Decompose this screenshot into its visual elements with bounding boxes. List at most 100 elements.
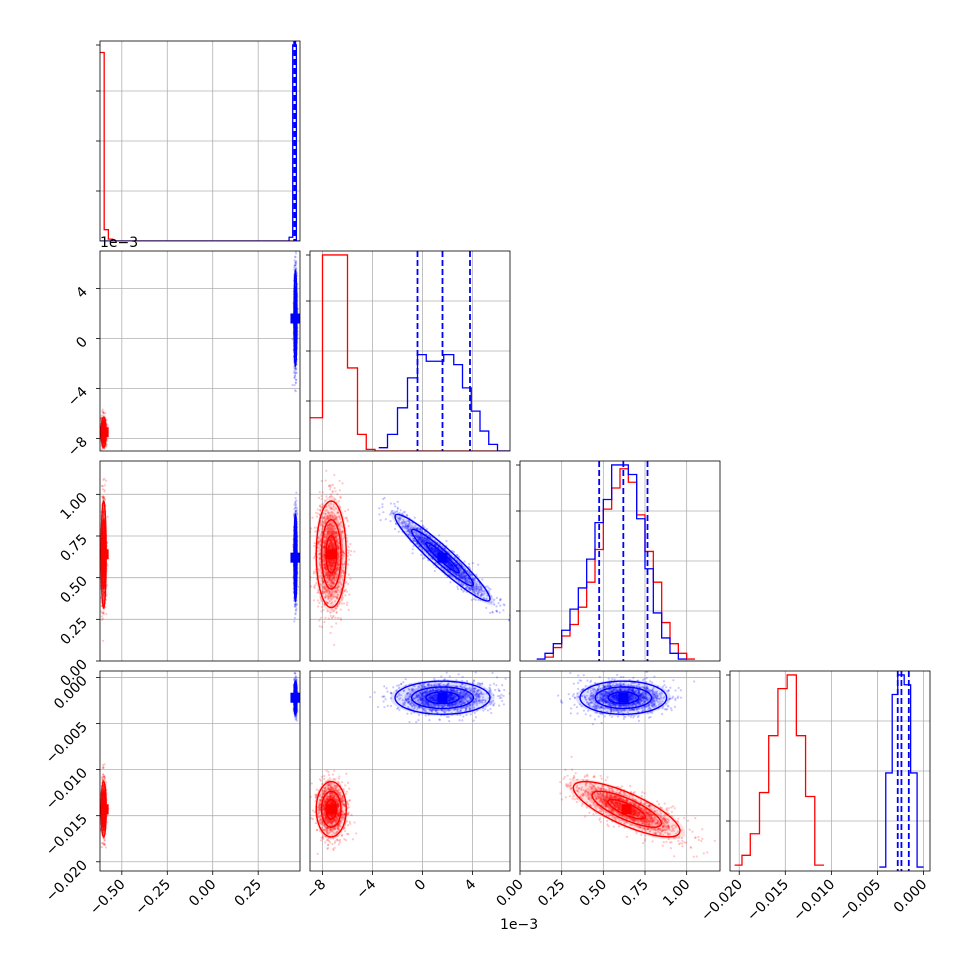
sample-point (381, 505, 384, 509)
sample-point (102, 412, 105, 415)
sample-point (326, 533, 330, 536)
sample-point (330, 564, 333, 567)
sample-point (100, 448, 103, 451)
sample-point (336, 605, 339, 608)
sample-point (294, 268, 297, 271)
sample-point (329, 522, 332, 526)
sample-point (295, 491, 298, 494)
sample-point (324, 572, 327, 576)
sample-point (332, 571, 336, 575)
sample-point (324, 588, 328, 591)
sample-point (329, 576, 332, 579)
sample-point (101, 408, 104, 411)
sample-point (328, 484, 331, 487)
sample-point (341, 598, 344, 601)
sample-point (331, 573, 334, 576)
sample-point (467, 565, 470, 568)
sample-point (294, 504, 297, 507)
sample-point (326, 602, 329, 605)
sample-point (329, 538, 332, 542)
sample-point (332, 529, 335, 533)
sample-point (333, 576, 336, 579)
sample-point (294, 501, 297, 505)
sample-point (324, 595, 327, 598)
sample-point (443, 547, 447, 550)
sample-point (341, 529, 344, 533)
sample-point (324, 512, 327, 515)
sample-point (318, 569, 321, 572)
sample-point (340, 599, 343, 602)
sample-point (338, 601, 341, 604)
sample-point (317, 496, 321, 500)
sample-point (330, 617, 334, 620)
sample-point (317, 540, 321, 543)
sample-point (329, 567, 332, 570)
scatter-panel-1-0 (100, 251, 300, 451)
sample-point (336, 538, 340, 541)
sample-point (320, 503, 323, 506)
sample-point (102, 592, 105, 595)
sample-point (325, 571, 328, 574)
sample-point (341, 530, 345, 533)
sample-point (470, 587, 473, 590)
sample-point (102, 611, 105, 614)
sample-point (329, 507, 332, 510)
sample-point (321, 591, 324, 595)
sample-point (319, 564, 322, 567)
sample-point (334, 531, 337, 535)
sample-point (325, 589, 328, 592)
sample-point (326, 527, 330, 530)
sample-point (329, 516, 332, 520)
sample-point (100, 615, 103, 618)
sample-point (329, 539, 332, 542)
sample-point (329, 564, 332, 568)
sample-point (429, 557, 432, 560)
sample-point (102, 497, 105, 500)
sample-point (322, 559, 325, 562)
sample-point (334, 490, 337, 493)
sample-point (294, 373, 297, 376)
sample-point (295, 499, 298, 502)
sample-point (326, 601, 329, 604)
sample-point (336, 568, 339, 571)
sample-point (325, 509, 328, 512)
sample-point (327, 597, 330, 601)
sample-point (322, 563, 325, 566)
sample-point (335, 587, 338, 590)
sample-point (331, 531, 334, 534)
sample-point (103, 591, 106, 594)
sample-point (336, 597, 339, 600)
sample-point (334, 607, 337, 610)
sample-point (337, 546, 340, 550)
sample-point (328, 577, 331, 580)
sample-point (333, 579, 336, 582)
sample-point (348, 593, 351, 596)
sample-point (294, 261, 298, 264)
sample-point (294, 390, 297, 393)
sample-point (328, 514, 331, 517)
sample-point (470, 586, 474, 589)
sample-point (337, 556, 340, 559)
sample-point (475, 589, 478, 592)
sample-point (327, 511, 330, 514)
histogram-1 (734, 674, 825, 866)
sample-point (319, 540, 322, 543)
sample-point (326, 610, 329, 613)
sample-point (406, 529, 410, 533)
sample-point (329, 597, 332, 600)
sample-point (329, 566, 332, 570)
sample-point (294, 510, 297, 513)
sample-point (327, 531, 330, 534)
sample-point (320, 497, 323, 501)
sample-point (102, 495, 105, 498)
sample-point (327, 544, 330, 547)
sample-point (291, 338, 294, 341)
sample-point (335, 532, 338, 535)
sample-point (324, 566, 327, 569)
sample-point (313, 586, 316, 590)
sample-point (101, 410, 104, 413)
sample-point (342, 552, 346, 555)
sample-point (330, 542, 333, 545)
sample-point (343, 562, 346, 565)
sample-point (334, 590, 338, 594)
